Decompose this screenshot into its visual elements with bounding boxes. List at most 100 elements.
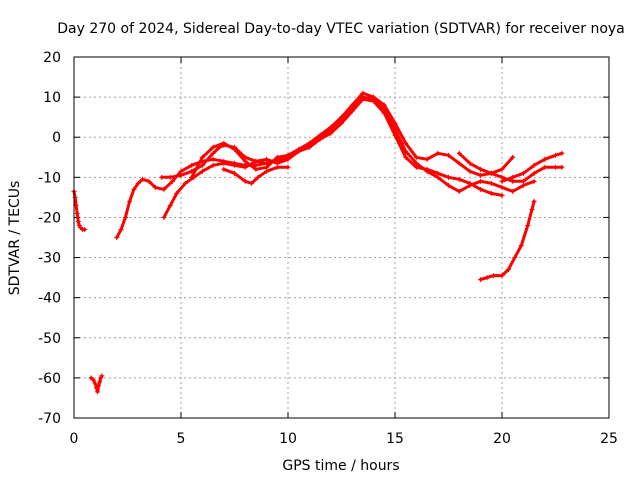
- data-point: [174, 190, 180, 196]
- data-point: [490, 273, 496, 279]
- data-point: [456, 176, 462, 182]
- data-point: [328, 124, 334, 130]
- data-point: [392, 132, 398, 138]
- data-point: [392, 120, 398, 126]
- data-point: [559, 164, 565, 170]
- data-point: [161, 186, 167, 192]
- y-tick-label: -60: [38, 371, 61, 387]
- series-arc-5: [161, 96, 505, 220]
- series-arc-8: [456, 150, 565, 184]
- data-point: [488, 170, 494, 176]
- data-point: [518, 243, 524, 249]
- data-point: [413, 154, 419, 160]
- data-point: [520, 170, 526, 176]
- data-point: [161, 214, 167, 220]
- series-arc-7: [221, 164, 291, 186]
- data-point: [285, 152, 291, 158]
- x-tick-labels: 0 5 10 15 20 25: [70, 431, 618, 447]
- data-point: [510, 154, 516, 160]
- data-point: [559, 150, 565, 156]
- data-point: [499, 184, 505, 190]
- data-point: [531, 178, 537, 184]
- data-point: [553, 164, 558, 170]
- data-point: [510, 188, 516, 194]
- data-point: [82, 226, 88, 232]
- data-point: [210, 150, 216, 156]
- data-point: [499, 178, 505, 184]
- data-point: [296, 148, 302, 154]
- data-point: [255, 174, 261, 180]
- data-point: [478, 166, 484, 172]
- data-point: [446, 152, 451, 158]
- data-point: [525, 222, 531, 228]
- data-point: [339, 114, 344, 120]
- data-point: [371, 98, 377, 104]
- series-trace: [222, 165, 290, 185]
- data-point: [127, 198, 133, 204]
- y-tick-label: 0: [52, 130, 61, 146]
- y-tick-label: 10: [43, 90, 61, 106]
- data-point: [274, 164, 280, 170]
- data-point: [435, 150, 441, 156]
- data-point: [424, 166, 430, 172]
- data-point: [242, 178, 248, 184]
- data-point: [122, 214, 128, 220]
- data-point: [249, 180, 255, 186]
- series-trace: [479, 199, 536, 282]
- y-tick-label: -20: [38, 210, 61, 226]
- x-tick-label: 0: [70, 431, 79, 447]
- data-point: [531, 170, 537, 176]
- data-point: [182, 180, 188, 186]
- data-point: [467, 160, 473, 166]
- data-point: [169, 178, 175, 184]
- x-axis-label: GPS time / hours: [282, 458, 399, 474]
- data-point: [152, 184, 158, 190]
- data-point: [253, 166, 259, 172]
- data-point: [484, 275, 490, 281]
- data-series: [71, 90, 565, 395]
- data-point: [542, 164, 548, 170]
- data-point: [499, 273, 505, 279]
- data-point: [553, 152, 558, 158]
- data-point: [381, 110, 387, 116]
- chart-title: Day 270 of 2024, Sidereal Day-to-day VTE…: [57, 21, 625, 37]
- data-point: [199, 168, 205, 174]
- data-point: [413, 164, 419, 170]
- data-point: [446, 182, 451, 188]
- data-point: [232, 162, 237, 168]
- y-axis-label: SDTVAR / TECUs: [7, 181, 23, 296]
- data-point: [210, 156, 216, 162]
- data-point: [135, 180, 141, 186]
- series-arc-10: [478, 198, 537, 283]
- data-point: [488, 180, 494, 186]
- x-tick-label: 15: [386, 431, 404, 447]
- data-point: [446, 174, 451, 180]
- data-point: [264, 168, 270, 174]
- data-point: [478, 277, 484, 283]
- data-point: [159, 174, 165, 180]
- data-point: [499, 166, 505, 172]
- data-point: [499, 192, 505, 198]
- x-tick-label: 10: [279, 431, 297, 447]
- data-point: [221, 166, 227, 172]
- data-point: [529, 206, 535, 212]
- data-point: [328, 130, 334, 136]
- data-point: [95, 389, 101, 395]
- data-point: [118, 226, 124, 232]
- data-point: [199, 154, 205, 160]
- data-point: [542, 156, 548, 162]
- data-point: [210, 144, 216, 150]
- data-point: [167, 174, 173, 180]
- data-point: [467, 180, 473, 186]
- data-point: [74, 210, 80, 216]
- data-point: [75, 218, 81, 224]
- y-tick-label: -70: [38, 411, 61, 427]
- data-point: [510, 174, 516, 180]
- data-point: [505, 267, 511, 273]
- data-point: [349, 102, 355, 108]
- data-point: [285, 164, 291, 170]
- data-point: [478, 172, 484, 178]
- gridlines: [74, 57, 609, 418]
- data-point: [232, 170, 237, 176]
